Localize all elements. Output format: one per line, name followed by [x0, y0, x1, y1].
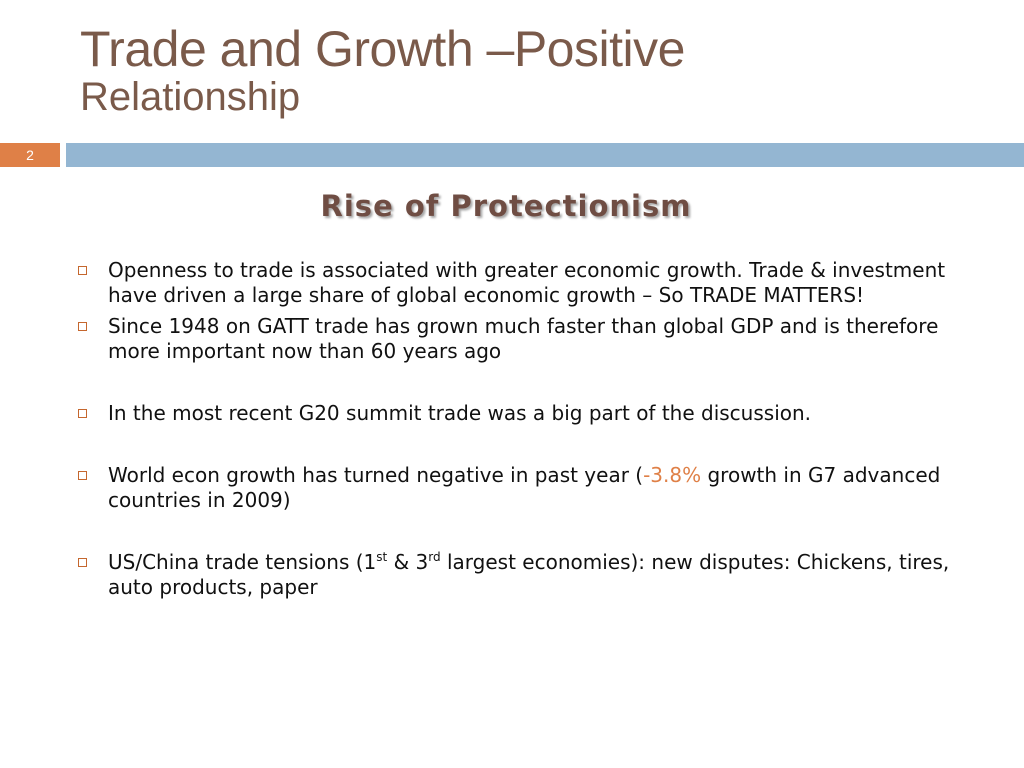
square-bullet-icon: [78, 322, 87, 331]
square-bullet-icon: [78, 409, 87, 418]
bullet-text-part1: World econ growth has turned negative in…: [108, 463, 644, 487]
bullet-item-us-china: US/China trade tensions (1st & 3rd large…: [76, 550, 956, 600]
superscript-rd: rd: [428, 550, 441, 564]
bullet-text: In the most recent G20 summit trade was …: [108, 401, 812, 425]
bullet-item-openness: Openness to trade is associated with gre…: [76, 258, 956, 308]
square-bullet-icon: [78, 471, 87, 480]
bullet-item-gatt: Since 1948 on GATT trade has grown much …: [76, 314, 956, 364]
superscript-st: st: [376, 550, 388, 564]
slide-subtitle: Rise of Protectionism: [320, 189, 692, 223]
square-bullet-icon: [78, 558, 87, 567]
slide-title: Trade and Growth –Positive Relationship: [80, 22, 1000, 119]
bullet-text-part1: US/China trade tensions (1: [108, 550, 377, 574]
bullet-text: Since 1948 on GATT trade has grown much …: [108, 314, 939, 363]
bullet-text-part3: largest economies): new disputes: Chicke…: [108, 550, 950, 599]
square-bullet-icon: [78, 266, 87, 275]
bullet-text: Openness to trade is associated with gre…: [108, 258, 946, 307]
bullet-text-part2: growth in G7 advanced countries in 2009): [108, 463, 941, 512]
bullet-list: Openness to trade is associated with gre…: [76, 258, 956, 600]
title-line-2: Relationship: [80, 75, 301, 119]
bullet-item-g20: In the most recent G20 summit trade was …: [76, 401, 956, 426]
title-line-1: Trade and Growth –Positive: [80, 21, 685, 77]
bullet-text-part2: & 3: [387, 550, 429, 574]
bullet-item-growth: World econ growth has turned negative in…: [76, 463, 956, 513]
slide-number: 2: [0, 143, 60, 167]
accent-bar: [66, 143, 1024, 167]
growth-figure: -3.8%: [643, 463, 702, 487]
